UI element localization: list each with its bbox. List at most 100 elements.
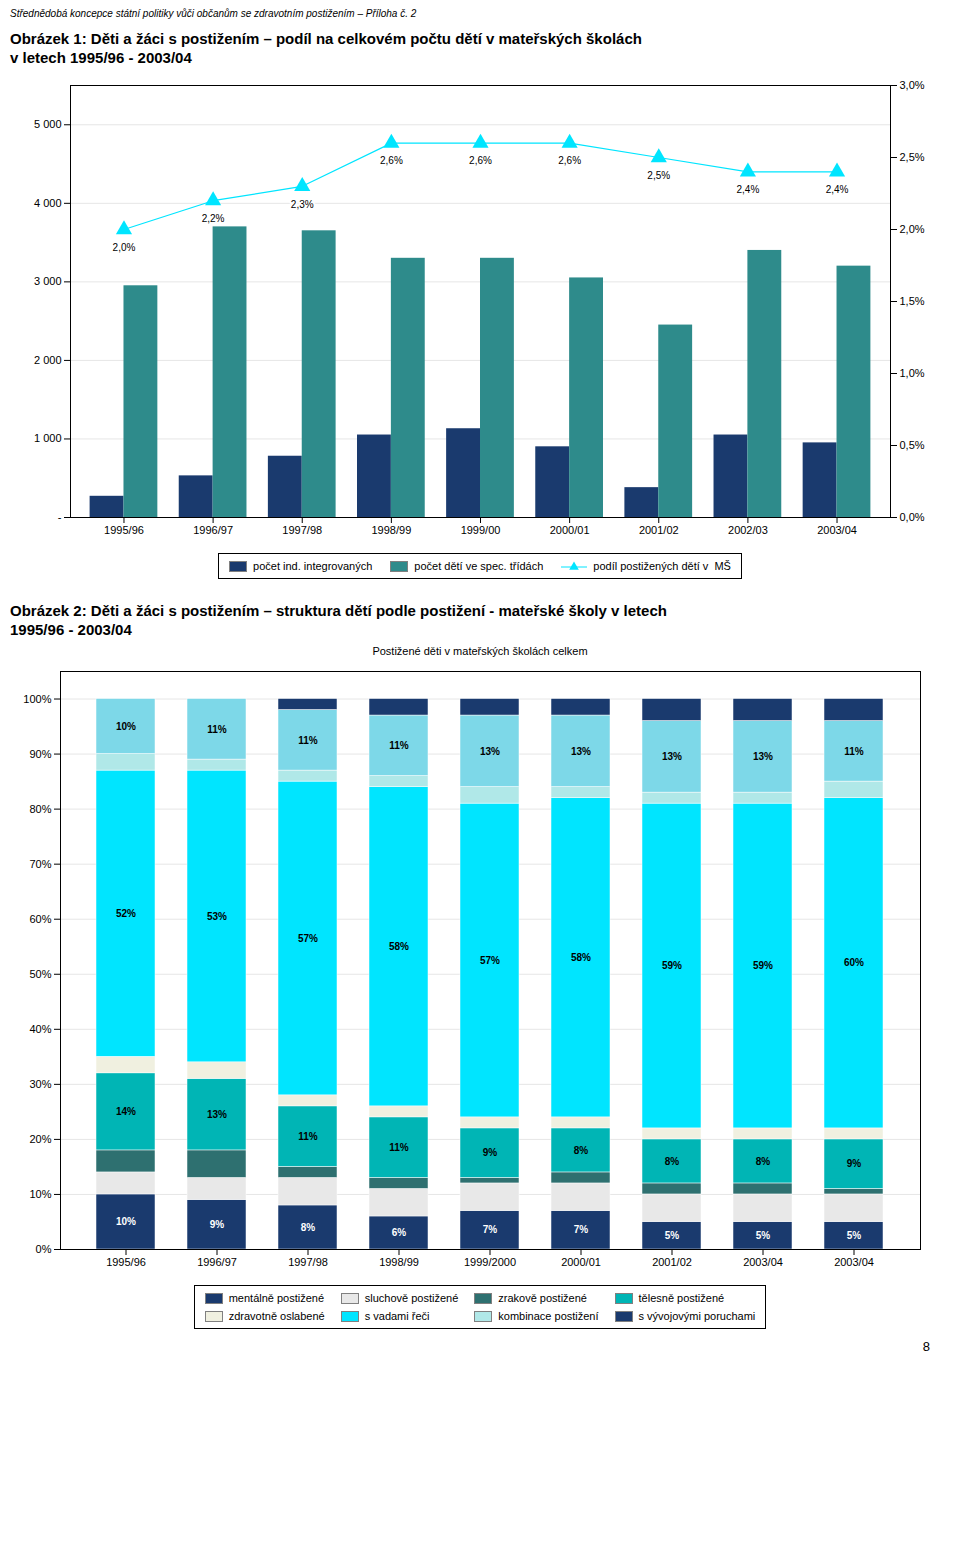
svg-text:1997/98: 1997/98: [288, 1256, 328, 1268]
svg-text:90%: 90%: [29, 748, 51, 760]
svg-text:1 000: 1 000: [34, 432, 62, 444]
svg-text:2 000: 2 000: [34, 354, 62, 366]
svg-text:11%: 11%: [389, 740, 409, 751]
svg-text:9%: 9%: [847, 1158, 862, 1169]
html-text:sluchově postižené: sluchově postižené: [364, 1292, 459, 1304]
svg-text:1999/2000: 1999/2000: [464, 1256, 516, 1268]
svg-text:2003/04: 2003/04: [834, 1256, 874, 1268]
svg-text:2,6%: 2,6%: [558, 155, 581, 166]
html-text:počet dětí ve spec. třídách: počet dětí ve spec. třídách: [414, 560, 544, 572]
html-text:zrakově postižené: zrakově postižené: [498, 1292, 587, 1304]
svg-text:30%: 30%: [29, 1078, 51, 1090]
html-text:Postižené děti v mateřských šk: Postižené děti v mateřských školách celk…: [372, 645, 588, 657]
svg-text:1,5%: 1,5%: [900, 295, 925, 307]
html-text:Obrázek 2: Děti a žáci s posti: Obrázek 2: Děti a žáci s postižením – st…: [10, 602, 667, 619]
svg-text:53%: 53%: [207, 911, 227, 922]
svg-text:2,0%: 2,0%: [113, 242, 136, 253]
svg-text:2,3%: 2,3%: [291, 199, 314, 210]
svg-text:60%: 60%: [29, 913, 51, 925]
svg-text:2001/02: 2001/02: [639, 524, 679, 536]
html-text:zdravotně oslabené: zdravotně oslabené: [228, 1310, 325, 1322]
svg-text:2003/04: 2003/04: [743, 1256, 783, 1268]
svg-text:1995/96: 1995/96: [106, 1256, 146, 1268]
svg-text:-: -: [58, 511, 62, 523]
svg-text:10%: 10%: [116, 721, 136, 732]
svg-text:20%: 20%: [29, 1133, 51, 1145]
svg-text:9%: 9%: [210, 1219, 225, 1230]
svg-text:1997/98: 1997/98: [282, 524, 322, 536]
svg-text:2000/01: 2000/01: [550, 524, 590, 536]
svg-text:2002/03: 2002/03: [728, 524, 768, 536]
html-text:mentálně postižené: mentálně postižené: [228, 1292, 325, 1304]
svg-text:7%: 7%: [483, 1224, 498, 1235]
svg-text:8%: 8%: [301, 1222, 316, 1233]
svg-text:9%: 9%: [483, 1147, 498, 1158]
svg-text:11%: 11%: [298, 735, 318, 746]
html-text:tělesně postižené: tělesně postižené: [638, 1292, 725, 1304]
svg-text:2,4%: 2,4%: [826, 184, 849, 195]
svg-text:57%: 57%: [298, 933, 318, 944]
svg-text:6%: 6%: [392, 1227, 407, 1238]
svg-text:1999/00: 1999/00: [461, 524, 501, 536]
svg-text:58%: 58%: [571, 952, 591, 963]
svg-text:11%: 11%: [298, 1131, 318, 1142]
svg-text:7%: 7%: [574, 1224, 589, 1235]
svg-text:5%: 5%: [847, 1230, 862, 1241]
svg-text:40%: 40%: [29, 1023, 51, 1035]
svg-text:8%: 8%: [756, 1156, 771, 1167]
svg-text:5%: 5%: [665, 1230, 680, 1241]
svg-text:2,6%: 2,6%: [469, 155, 492, 166]
svg-text:58%: 58%: [389, 941, 409, 952]
svg-text:2,6%: 2,6%: [380, 155, 403, 166]
svg-text:1996/97: 1996/97: [197, 1256, 237, 1268]
svg-text:0%: 0%: [36, 1243, 52, 1255]
svg-text:2,5%: 2,5%: [647, 170, 670, 181]
svg-text:50%: 50%: [29, 968, 51, 980]
svg-text:11%: 11%: [389, 1142, 409, 1153]
svg-text:8%: 8%: [574, 1145, 589, 1156]
html-text:podíl postižených dětí v MŠ: podíl postižených dětí v MŠ: [593, 560, 731, 572]
svg-text:13%: 13%: [571, 746, 591, 757]
svg-text:11%: 11%: [844, 746, 864, 757]
svg-text:2001/02: 2001/02: [652, 1256, 692, 1268]
svg-text:1995/96: 1995/96: [104, 524, 144, 536]
html-text:v letech 1995/96 - 2003/04: v letech 1995/96 - 2003/04: [10, 49, 192, 66]
svg-text:0,0%: 0,0%: [900, 511, 925, 523]
svg-text:52%: 52%: [116, 908, 136, 919]
html-text:1995/96 - 2003/04: 1995/96 - 2003/04: [10, 621, 132, 638]
svg-text:1996/97: 1996/97: [193, 524, 233, 536]
html-text:počet ind. integrovaných: počet ind. integrovaných: [253, 560, 373, 572]
svg-text:1,0%: 1,0%: [900, 367, 925, 379]
svg-text:13%: 13%: [480, 746, 500, 757]
svg-text:13%: 13%: [662, 751, 682, 762]
svg-text:5%: 5%: [756, 1230, 771, 1241]
svg-text:2003/04: 2003/04: [817, 524, 857, 536]
svg-text:8%: 8%: [665, 1156, 680, 1167]
svg-text:14%: 14%: [116, 1106, 136, 1117]
svg-text:11%: 11%: [207, 724, 227, 735]
svg-text:10%: 10%: [29, 1188, 51, 1200]
svg-text:3,0%: 3,0%: [900, 79, 925, 91]
svg-text:10%: 10%: [116, 1216, 136, 1227]
svg-text:13%: 13%: [753, 751, 773, 762]
svg-text:0,5%: 0,5%: [900, 439, 925, 451]
svg-text:2,5%: 2,5%: [900, 151, 925, 163]
svg-text:2,0%: 2,0%: [900, 223, 925, 235]
svg-text:3 000: 3 000: [34, 275, 62, 287]
svg-text:60%: 60%: [844, 957, 864, 968]
svg-text:80%: 80%: [29, 803, 51, 815]
svg-text:1998/99: 1998/99: [371, 524, 411, 536]
html-text:Obrázek 1: Děti a žáci s posti: Obrázek 1: Děti a žáci s postižením – po…: [10, 30, 642, 47]
svg-text:2,4%: 2,4%: [736, 184, 759, 195]
svg-text:13%: 13%: [207, 1109, 227, 1120]
svg-text:1998/99: 1998/99: [379, 1256, 419, 1268]
svg-text:70%: 70%: [29, 858, 51, 870]
svg-text:2,2%: 2,2%: [202, 213, 225, 224]
svg-text:2000/01: 2000/01: [561, 1256, 601, 1268]
svg-text:100%: 100%: [23, 693, 51, 705]
svg-text:59%: 59%: [662, 960, 682, 971]
svg-text:5 000: 5 000: [34, 118, 62, 130]
svg-text:4 000: 4 000: [34, 197, 62, 209]
svg-text:57%: 57%: [480, 955, 500, 966]
svg-text:59%: 59%: [753, 960, 773, 971]
